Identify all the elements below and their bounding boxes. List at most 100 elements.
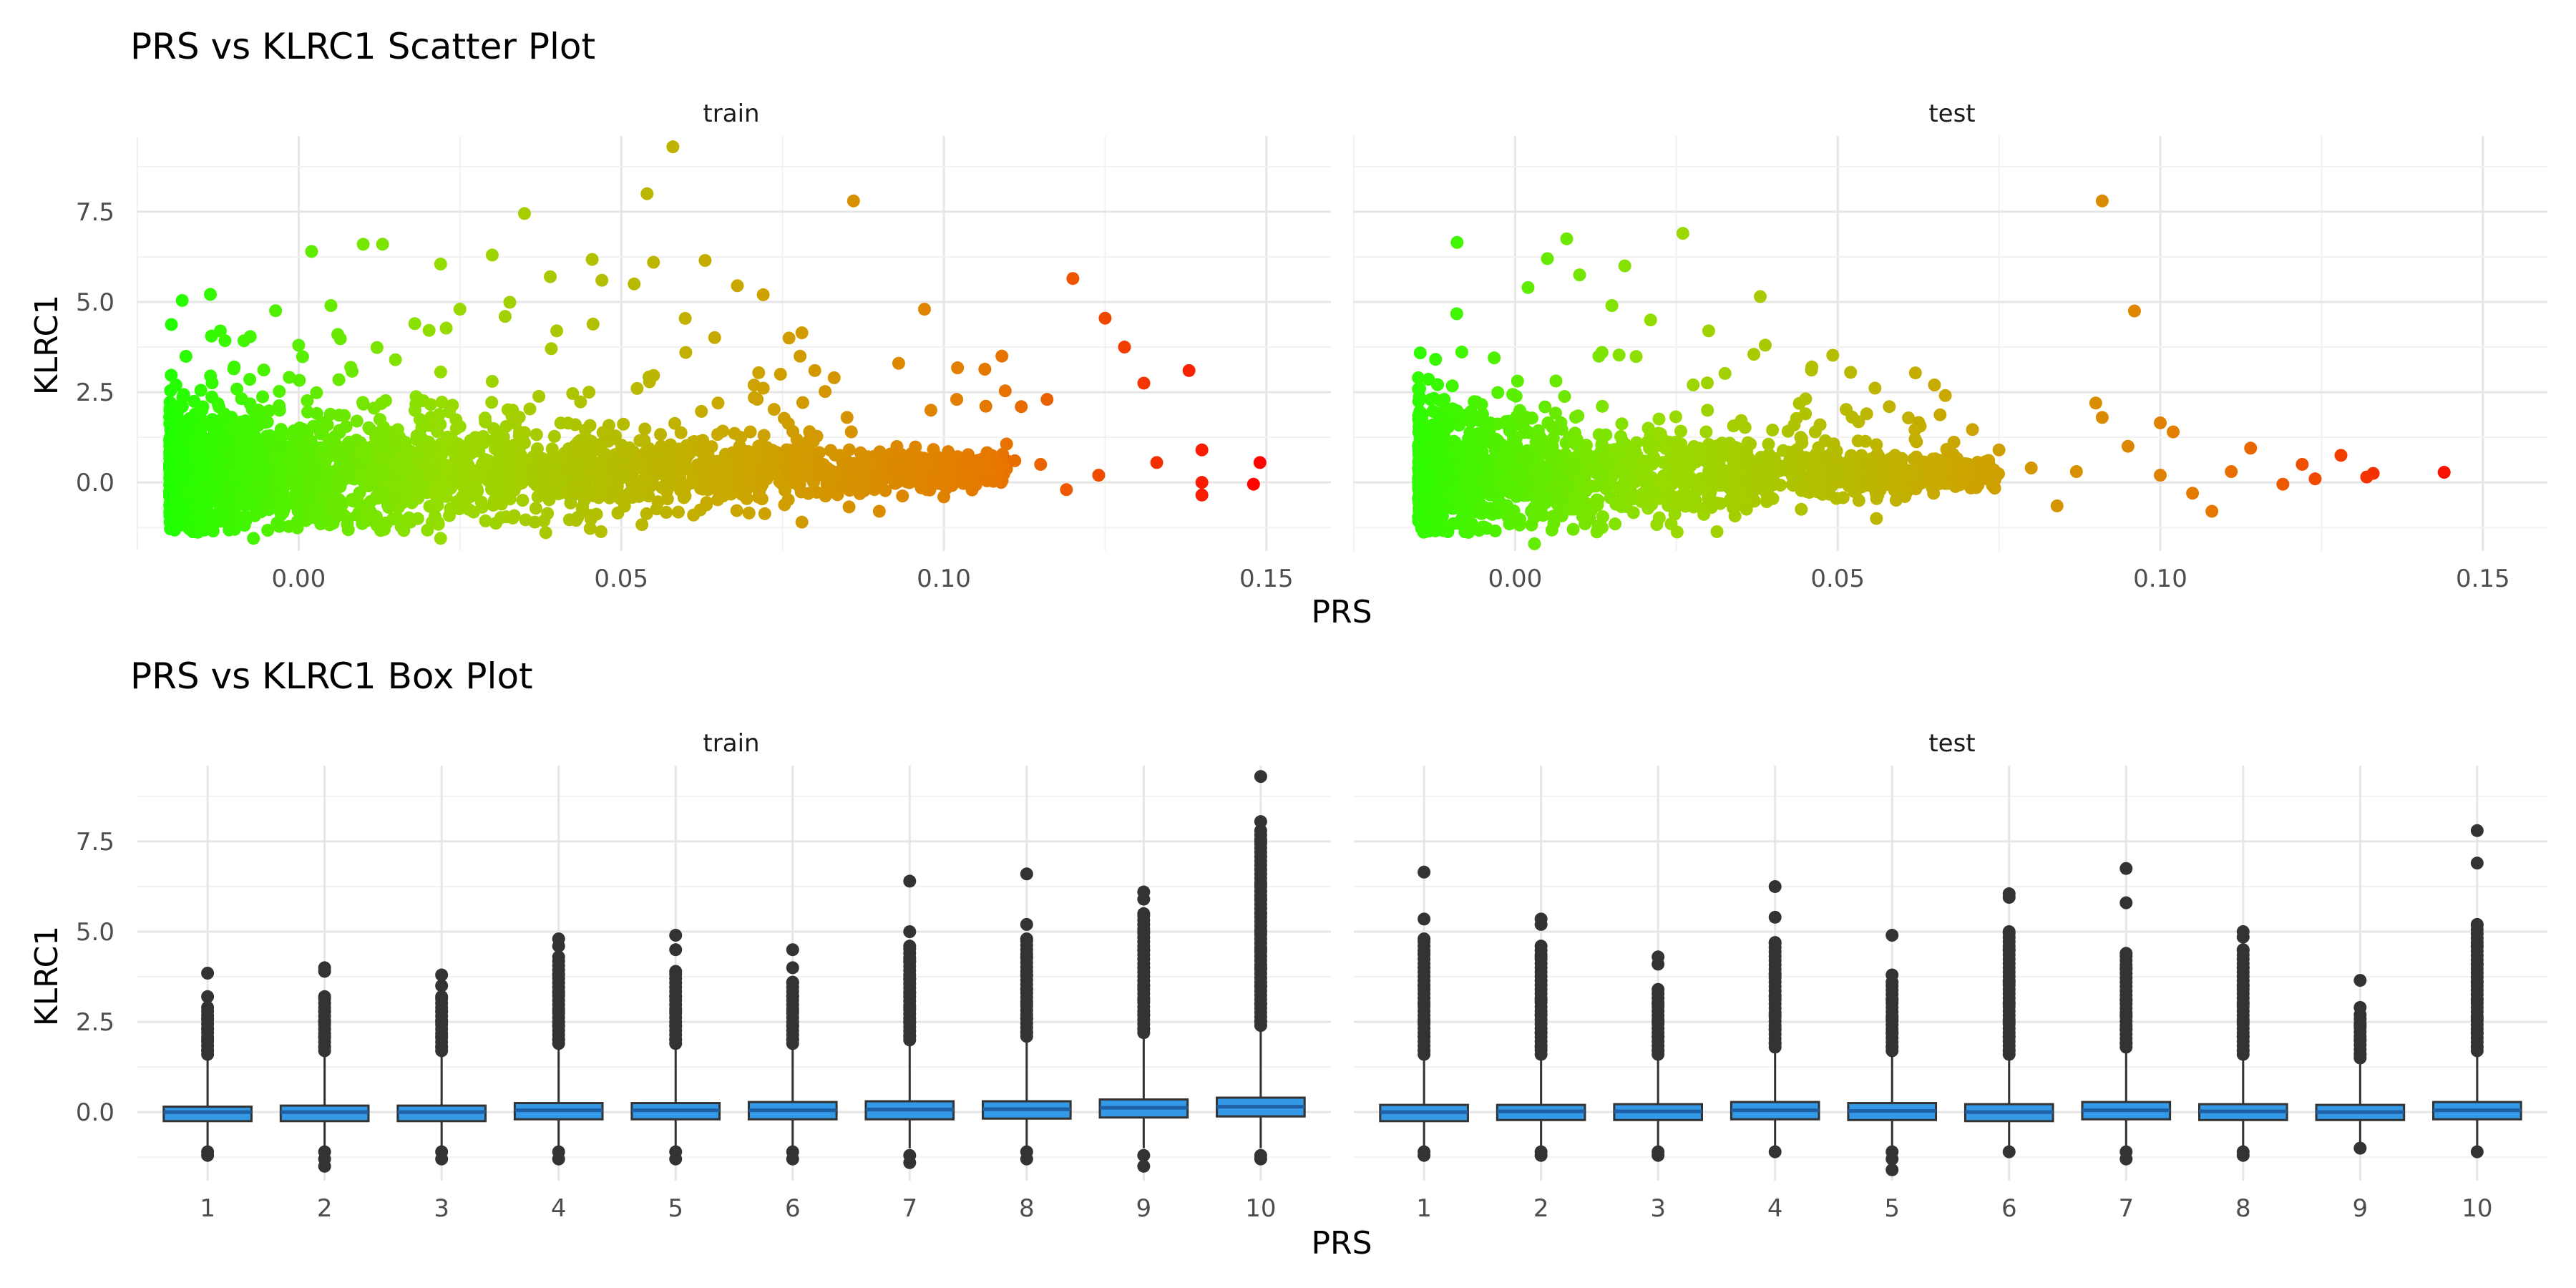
scatter-point [1413,434,1427,447]
scatter-point [1195,443,1209,457]
scatter-point [228,420,242,434]
scatter-point [1900,485,1913,499]
scatter-point [1868,482,1881,495]
scatter-point [1805,360,1819,374]
scatter-point [479,415,492,429]
scatter-point [426,467,439,480]
scatter-point [642,441,655,455]
scatter-point [1851,434,1865,448]
outlier-point [786,976,799,990]
scatter-point [499,464,512,477]
scatter-point [391,460,405,474]
scatter-point [179,349,192,363]
scatter-point [1514,469,1528,482]
scatter-point [371,426,384,440]
scatter-point [305,245,318,258]
scatter-point [1066,272,1080,286]
scatter-point [2437,466,2451,479]
scatter-point [1692,477,1705,491]
scatter-point [1506,388,1520,401]
scatter-point [635,518,649,532]
scatter-point [602,491,616,504]
scatter-point [165,507,179,520]
scatter-point [1759,471,1772,484]
scatter-point [1476,407,1490,421]
scatter-point [1618,259,1631,273]
outlier-point [1254,815,1267,829]
scatter-point [872,504,886,518]
scatter-point [996,447,1010,461]
x-tick-label: 5 [668,1194,683,1223]
scatter-point [444,502,457,515]
outlier-point [786,943,799,957]
scatter-point [1715,436,1729,450]
outlier-point [2002,887,2016,901]
scatter-point [1960,457,1974,471]
scatter-point [1669,410,1682,424]
outlier-point [669,929,683,942]
scatter-point [632,487,645,501]
scatter-point [1015,400,1028,414]
scatter-point [1877,467,1890,480]
scatter-point [418,456,431,469]
scatter-point [752,366,766,379]
scatter-point [1118,341,1131,354]
outlier-point [318,992,331,1005]
scatter-point [1988,482,2001,495]
scatter-point [376,238,389,251]
x-tick-label: 7 [902,1194,917,1223]
scatter-point [435,396,449,409]
scatter-point [1487,507,1501,520]
box-4 [513,932,604,1166]
scatter-point [1710,525,1724,538]
scatter-point [590,507,603,521]
scatter-point [1963,472,1977,486]
scatter-point [205,329,218,343]
scatter-point [654,428,668,441]
scatter-point [308,463,322,477]
scatter-point [1712,454,1726,468]
scatter-point [1501,499,1514,512]
outlier-point [786,961,799,975]
outlier-point [2119,1152,2133,1166]
scatter-point [225,516,238,530]
scatter-point [530,428,543,441]
scatter-point [917,303,931,316]
outlier-point [1768,937,1782,950]
scatter-point [554,416,567,430]
outlier-point [1020,867,1033,881]
scatter-point [291,521,304,535]
scatter-point [678,311,692,325]
scatter-point [711,482,724,495]
scatter-point [374,397,388,411]
scatter-point [698,254,712,267]
scatter-point [813,446,826,459]
scatter-point [761,459,774,472]
scatter-point [333,479,346,492]
scatter-point [1463,451,1476,464]
scatter-point [1518,426,1531,439]
scatter-point [344,361,358,374]
scatter-panel-test: 0.00 0.05 0.10 0.15 [1353,136,2547,593]
scatter-point [1518,414,1531,428]
scatter-point [389,353,402,366]
scatter-point [808,364,821,377]
scatter-point [663,468,677,482]
y-tick-label: 2.5 [76,379,114,407]
scatter-point [2127,304,2141,318]
scatter-point [1845,462,1859,475]
outlier-point [435,968,449,982]
scatter-point [879,484,892,497]
box-2 [1496,912,1586,1162]
outlier-point [786,1152,799,1166]
scatter-point [204,288,218,301]
scatter-point [2276,477,2290,491]
scatter-point [982,465,996,479]
scatter-point [251,464,265,477]
outlier-point [2119,896,2133,909]
x-tick-label: 0.10 [917,565,971,593]
x-tick-label: 6 [785,1194,801,1223]
outlier-point [552,932,565,946]
scatter-point [399,489,412,503]
box-panel-test: 1 2 3 4 5 6 7 8 9 10 [1354,766,2547,1223]
